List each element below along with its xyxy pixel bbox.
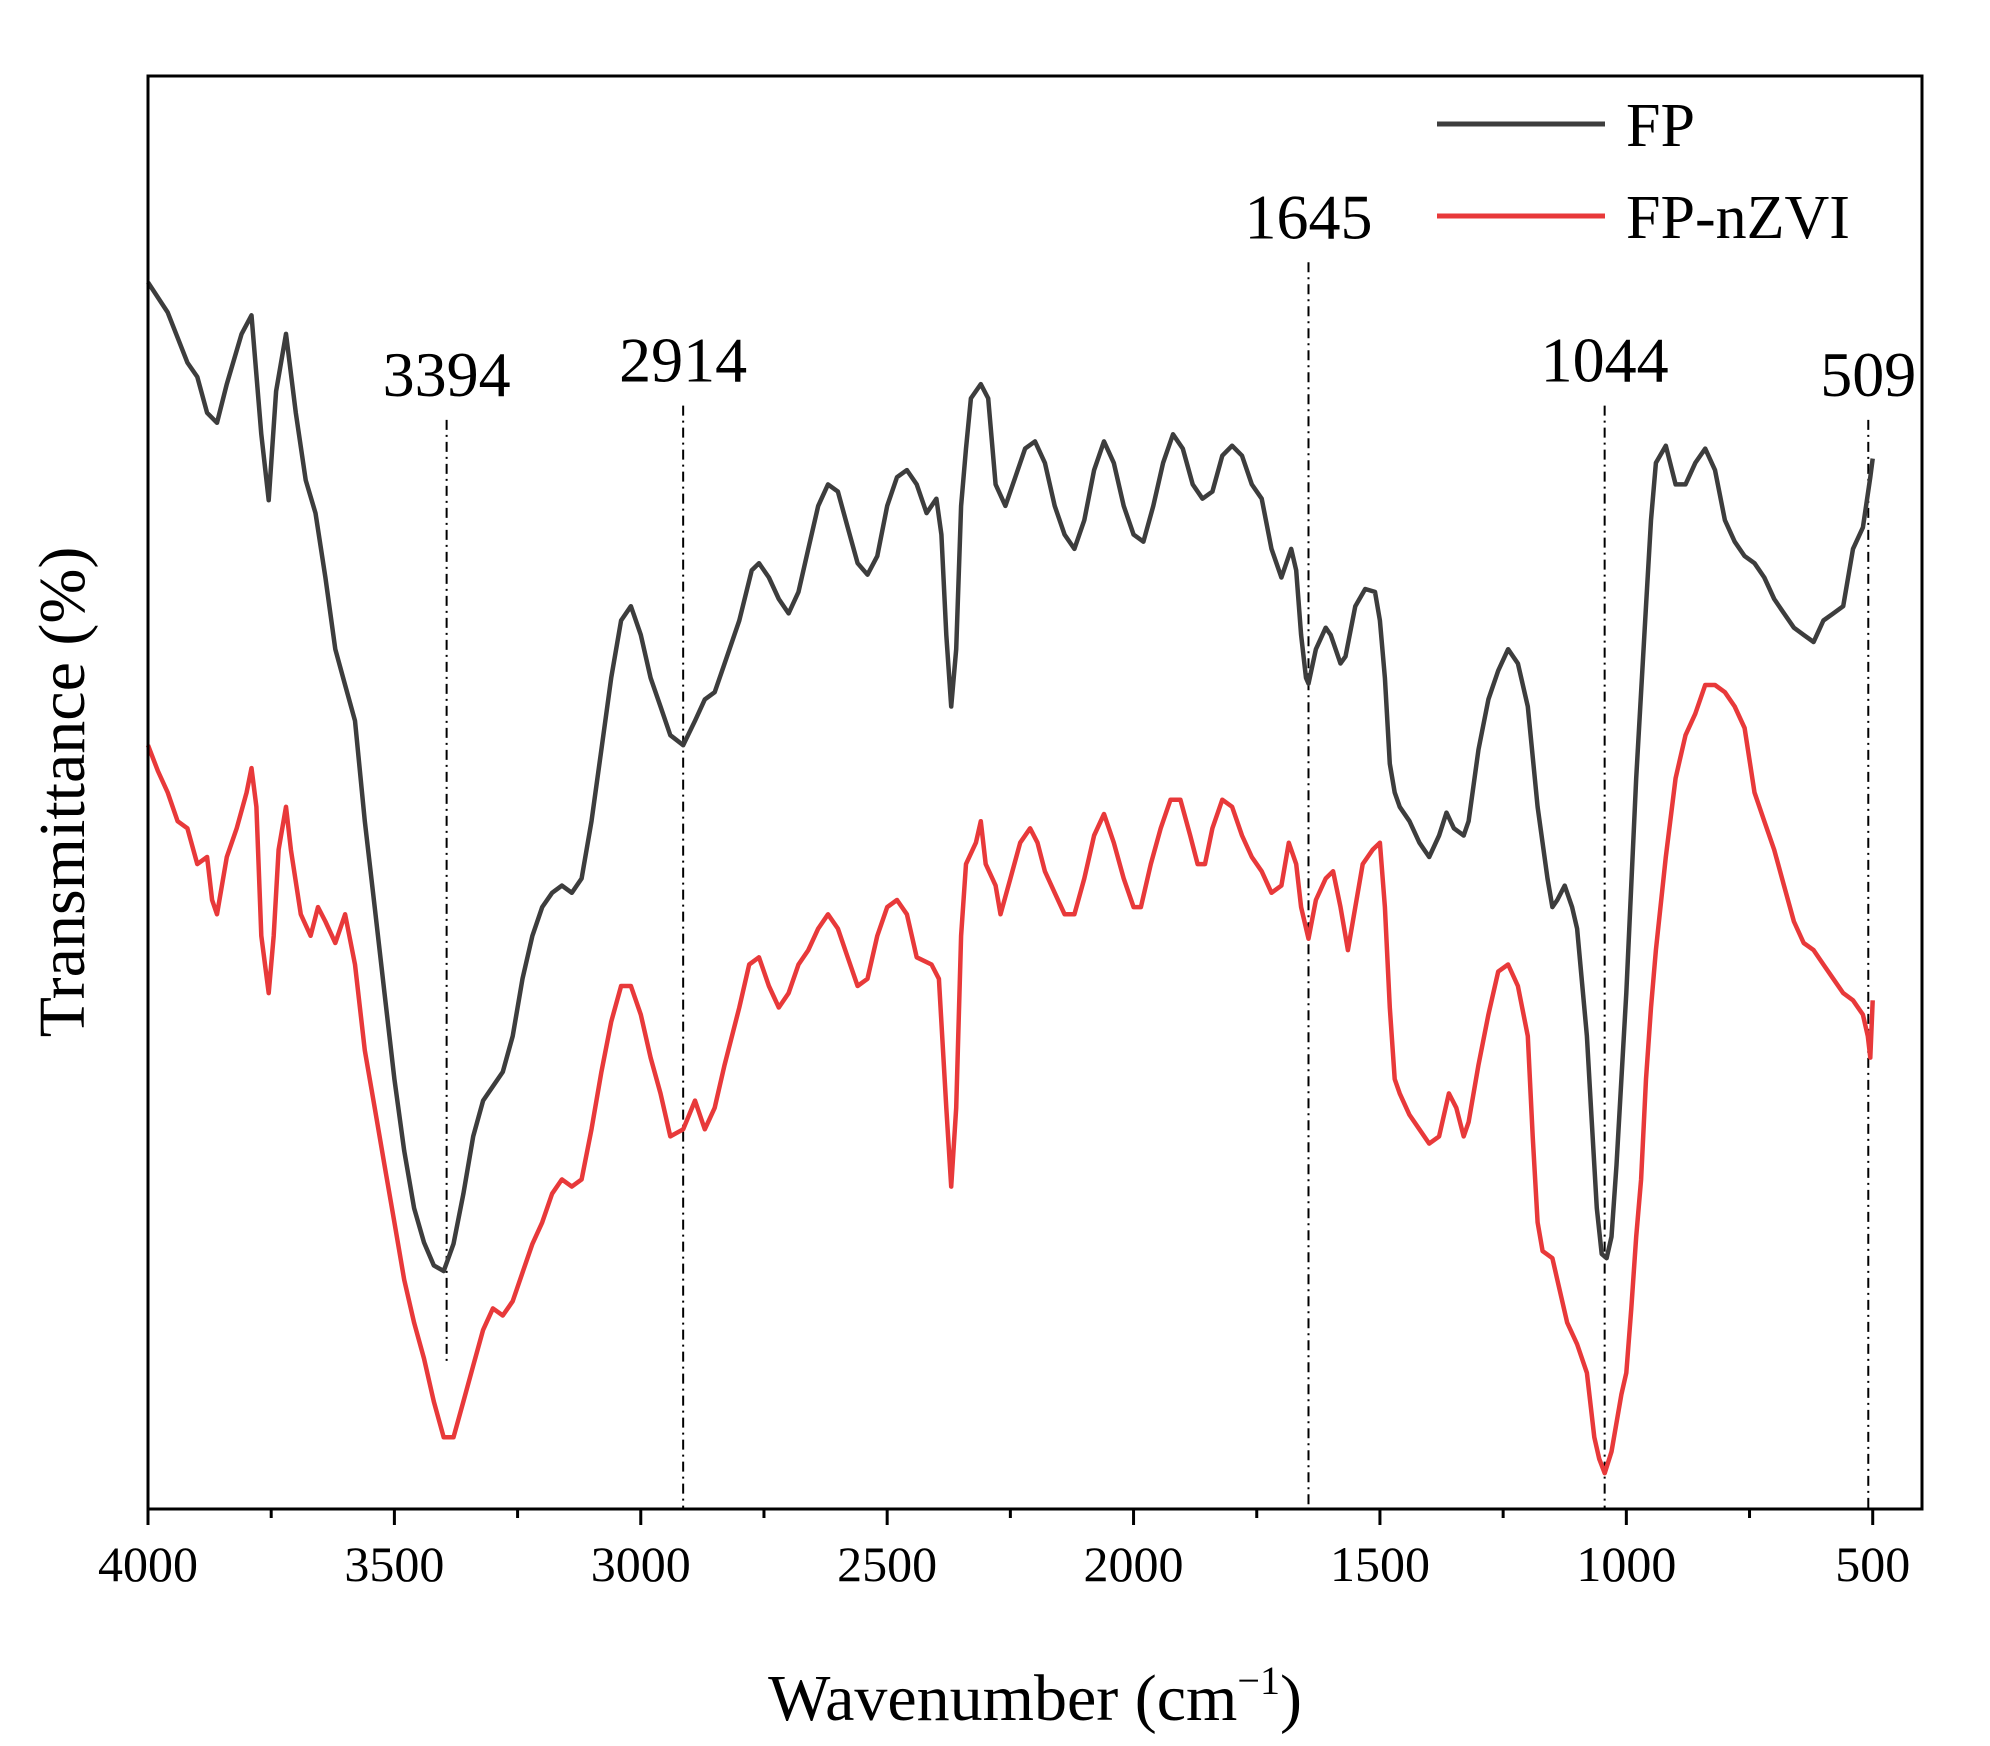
- x-axis-title-close: ): [1280, 1662, 1302, 1735]
- x-axis-title: Wavenumber (cm−1): [768, 1658, 1302, 1735]
- legend-label-fp: FP: [1626, 92, 1695, 160]
- x-tick-label: 1000: [1576, 1536, 1676, 1592]
- peak-labels: 3394 2914 1645 1044 509: [383, 181, 1917, 410]
- y-axis-title: Transmittance (%): [26, 547, 99, 1038]
- peak-label-2914: 2914: [619, 325, 747, 396]
- x-tick-label: 2500: [837, 1536, 937, 1592]
- series-line-fp-nzvi: [145, 682, 1875, 1476]
- x-tick-label: 500: [1835, 1536, 1910, 1592]
- x-axis-title-superscript: −1: [1237, 1658, 1280, 1703]
- peak-label-3394: 3394: [383, 339, 511, 410]
- peak-marker-lines: [445, 262, 1870, 1509]
- x-axis-ticks: 4000 3500 3000 2500 2000 1500 1000 500: [98, 1509, 1910, 1592]
- series-line-fp: [146, 281, 1875, 1274]
- legend: FP FP-nZVI: [1437, 92, 1850, 252]
- peak-label-509: 509: [1820, 339, 1916, 410]
- series-layer: [145, 281, 1875, 1476]
- x-tick-label: 3500: [344, 1536, 444, 1592]
- x-tick-label: 1500: [1330, 1536, 1430, 1592]
- plot-frame: [146, 74, 1924, 1511]
- x-tick-label: 3000: [591, 1536, 691, 1592]
- peak-label-1044: 1044: [1541, 325, 1669, 396]
- legend-label-fp-nzvi: FP-nZVI: [1626, 184, 1850, 252]
- peak-label-1645: 1645: [1244, 181, 1372, 252]
- x-tick-label: 2000: [1084, 1536, 1184, 1592]
- x-tick-label: 4000: [98, 1536, 198, 1592]
